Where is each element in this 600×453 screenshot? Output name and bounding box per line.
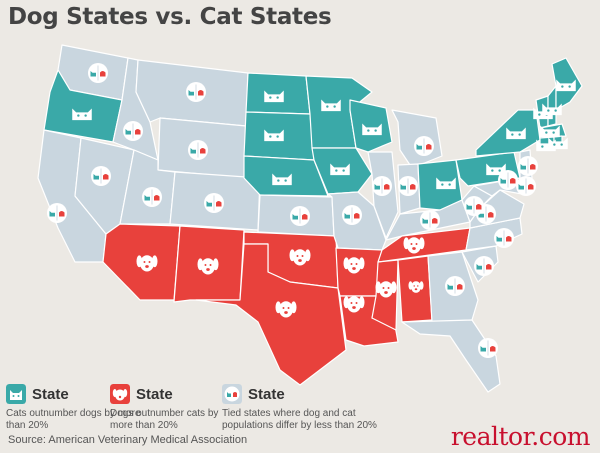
cat-icon (6, 384, 26, 404)
cat-icon (264, 90, 284, 103)
dog-icon (197, 258, 219, 275)
source-note: Source: American Veterinary Medical Asso… (8, 434, 248, 446)
tie-icon (204, 193, 224, 213)
legend-label: State (248, 386, 285, 403)
map-title: Dog States vs. Cat States (8, 4, 332, 30)
tie-icon (372, 176, 392, 196)
tie-icon (186, 82, 206, 102)
tie-icon (420, 210, 440, 230)
tie-icon (478, 338, 498, 358)
tie-icon (498, 170, 518, 190)
dog-icon (403, 237, 425, 254)
tie-icon (222, 384, 242, 404)
legend-label: State (32, 386, 69, 403)
cat-icon (330, 163, 350, 176)
cat-icon (436, 177, 456, 190)
dog-icon (136, 255, 158, 272)
tie-icon (142, 187, 162, 207)
cat-icon (486, 163, 506, 176)
tie-icon (91, 166, 111, 186)
dog-icon (289, 249, 311, 266)
dog-icon (110, 384, 130, 404)
state-ar (335, 247, 383, 297)
legend-description: Tied states where dog and cat population… (222, 408, 377, 431)
state-nh (547, 85, 557, 127)
cat-icon (556, 79, 576, 92)
cat-icon (542, 103, 562, 116)
cat-icon (548, 137, 568, 150)
tie-icon (290, 206, 310, 226)
legend-label: State (136, 386, 173, 403)
tie-icon (414, 136, 434, 156)
dog-icon (375, 281, 397, 298)
legend-description: Cats outnumber dogs by more than 20% (6, 408, 141, 431)
tie-icon (88, 63, 108, 83)
dog-icon (408, 281, 424, 293)
tie-icon (123, 121, 143, 141)
cat-icon (362, 123, 382, 136)
dog-icon (343, 257, 365, 274)
dog-icon (343, 296, 365, 313)
cat-icon (540, 125, 560, 138)
cat-icon (72, 108, 92, 121)
tie-icon (464, 196, 484, 216)
tie-icon (342, 205, 362, 225)
legend-description: Dogs outnumber cats by more than 20% (110, 408, 219, 431)
state-wi (349, 99, 393, 153)
tie-icon (398, 176, 418, 196)
tie-icon (494, 228, 514, 248)
tie-icon (474, 256, 494, 276)
tie-icon (445, 276, 465, 296)
cat-icon (321, 99, 341, 112)
cat-icon (506, 127, 526, 140)
tie-icon (47, 203, 67, 223)
cat-icon (272, 173, 292, 186)
realtor-logo: realtor.com (450, 422, 591, 451)
state-nd (245, 72, 311, 115)
state-fl (401, 319, 501, 393)
dog-icon (275, 301, 297, 318)
cat-icon (264, 129, 284, 142)
tie-icon (188, 140, 208, 160)
tie-icon (518, 156, 538, 176)
state-tx (195, 243, 347, 386)
tie-icon (516, 176, 536, 196)
